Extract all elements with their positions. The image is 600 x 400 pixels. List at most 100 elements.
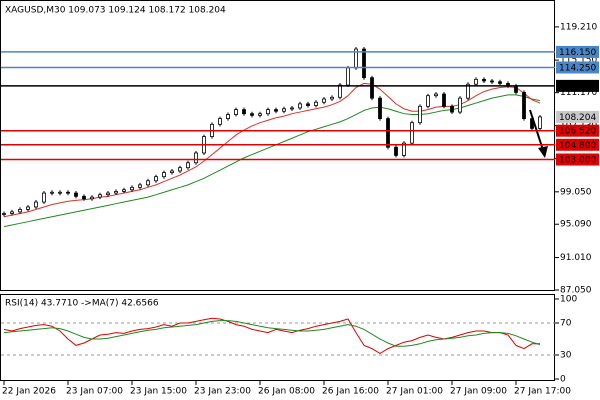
candle bbox=[242, 109, 246, 115]
candle bbox=[482, 78, 486, 82]
x-tick-label: 23 Jan 23:00 bbox=[194, 387, 251, 397]
rsi-title: RSI(14) 43.7710 ->MA(7) 42.6566 bbox=[5, 299, 159, 309]
candle bbox=[138, 184, 142, 188]
candle bbox=[338, 84, 342, 98]
candle bbox=[330, 96, 334, 100]
candle bbox=[2, 213, 6, 215]
candle bbox=[66, 191, 70, 194]
candle bbox=[394, 146, 398, 156]
level-box bbox=[556, 153, 599, 166]
x-tick-label: 23 Jan 15:00 bbox=[130, 387, 187, 397]
y-tick-label: 99.050 bbox=[560, 187, 592, 197]
y-tick-label: 70 bbox=[560, 319, 572, 329]
x-tick-label: 26 Jan 08:00 bbox=[258, 387, 315, 397]
candle bbox=[250, 113, 254, 116]
candle bbox=[322, 98, 326, 103]
candle bbox=[162, 172, 166, 178]
y-tick-label: 111.170 bbox=[560, 88, 597, 98]
candle bbox=[226, 114, 230, 120]
candle bbox=[114, 191, 118, 194]
candle bbox=[522, 92, 526, 120]
y-tick-label: 119.210 bbox=[560, 22, 597, 32]
x-tick-label: 26 Jan 16:00 bbox=[322, 387, 379, 397]
candle bbox=[514, 85, 518, 93]
candle bbox=[410, 122, 414, 144]
line bbox=[3, 317, 540, 354]
candle bbox=[466, 83, 470, 99]
y-tick-label: 0 bbox=[560, 375, 566, 385]
candle bbox=[98, 194, 102, 198]
y-tick-label: 95.090 bbox=[560, 220, 592, 230]
candle bbox=[498, 81, 502, 84]
candle bbox=[218, 118, 222, 125]
candle bbox=[442, 93, 446, 107]
level-box bbox=[556, 45, 599, 58]
candle bbox=[194, 152, 198, 164]
level-label: 112.000 bbox=[559, 82, 596, 92]
candle bbox=[370, 77, 374, 99]
level-label: 104.800 bbox=[559, 141, 596, 151]
level-box bbox=[556, 138, 599, 151]
level-label: 114.250 bbox=[559, 63, 596, 73]
candle bbox=[538, 116, 542, 129]
candle bbox=[34, 201, 38, 208]
y-tick-label: 91.010 bbox=[560, 253, 592, 263]
candle bbox=[26, 206, 30, 210]
x-tick-label: 27 Jan 09:00 bbox=[450, 387, 507, 397]
candle bbox=[378, 97, 382, 120]
candle bbox=[306, 103, 310, 106]
candle bbox=[186, 162, 190, 169]
candle bbox=[58, 191, 62, 194]
y-tick-label: 100 bbox=[560, 295, 577, 305]
y-tick-label: 87.050 bbox=[560, 286, 592, 296]
x-tick-label: 27 Jan 17:00 bbox=[514, 387, 571, 397]
candle bbox=[234, 109, 238, 115]
line bbox=[3, 320, 541, 347]
level-box bbox=[556, 61, 599, 74]
level-label: 103.000 bbox=[559, 156, 596, 166]
y-tick-label: 30 bbox=[560, 351, 572, 361]
candle bbox=[106, 192, 110, 196]
candle bbox=[42, 192, 46, 203]
candle bbox=[426, 95, 430, 107]
level-box bbox=[556, 124, 599, 137]
chart-title: XAGUSD,M30 109.073 109.124 108.172 108.2… bbox=[5, 6, 226, 16]
candle bbox=[458, 97, 462, 113]
line bbox=[3, 94, 541, 228]
candle bbox=[146, 180, 150, 186]
level-box bbox=[556, 110, 599, 123]
candle bbox=[50, 191, 54, 194]
candle bbox=[530, 118, 534, 129]
candle bbox=[90, 196, 94, 200]
candle bbox=[282, 108, 286, 112]
candle bbox=[130, 186, 134, 191]
candle bbox=[82, 195, 86, 200]
candle bbox=[266, 109, 270, 115]
candle bbox=[258, 113, 262, 116]
candle bbox=[170, 170, 174, 173]
candle bbox=[418, 105, 422, 124]
x-tick-label: 27 Jan 01:00 bbox=[386, 387, 443, 397]
level-box bbox=[556, 79, 599, 92]
candle bbox=[346, 67, 350, 86]
y-tick-label: 115.150 bbox=[560, 56, 597, 66]
candle bbox=[290, 107, 294, 110]
candle bbox=[474, 78, 478, 85]
candle bbox=[450, 105, 454, 113]
candle bbox=[10, 211, 14, 214]
candle bbox=[178, 167, 182, 172]
candle bbox=[154, 176, 158, 182]
x-tick-label: 22 Jan 2026 bbox=[2, 387, 56, 397]
level-label: 116.150 bbox=[559, 48, 596, 58]
level-label: 106.520 bbox=[559, 127, 596, 137]
candle bbox=[122, 189, 126, 192]
candle bbox=[362, 48, 366, 79]
candle bbox=[386, 118, 390, 148]
candle bbox=[314, 101, 318, 106]
candle bbox=[402, 142, 406, 156]
level-label: 108.204 bbox=[559, 113, 596, 123]
candle bbox=[274, 109, 278, 112]
candle bbox=[490, 80, 494, 83]
candle bbox=[434, 93, 438, 97]
